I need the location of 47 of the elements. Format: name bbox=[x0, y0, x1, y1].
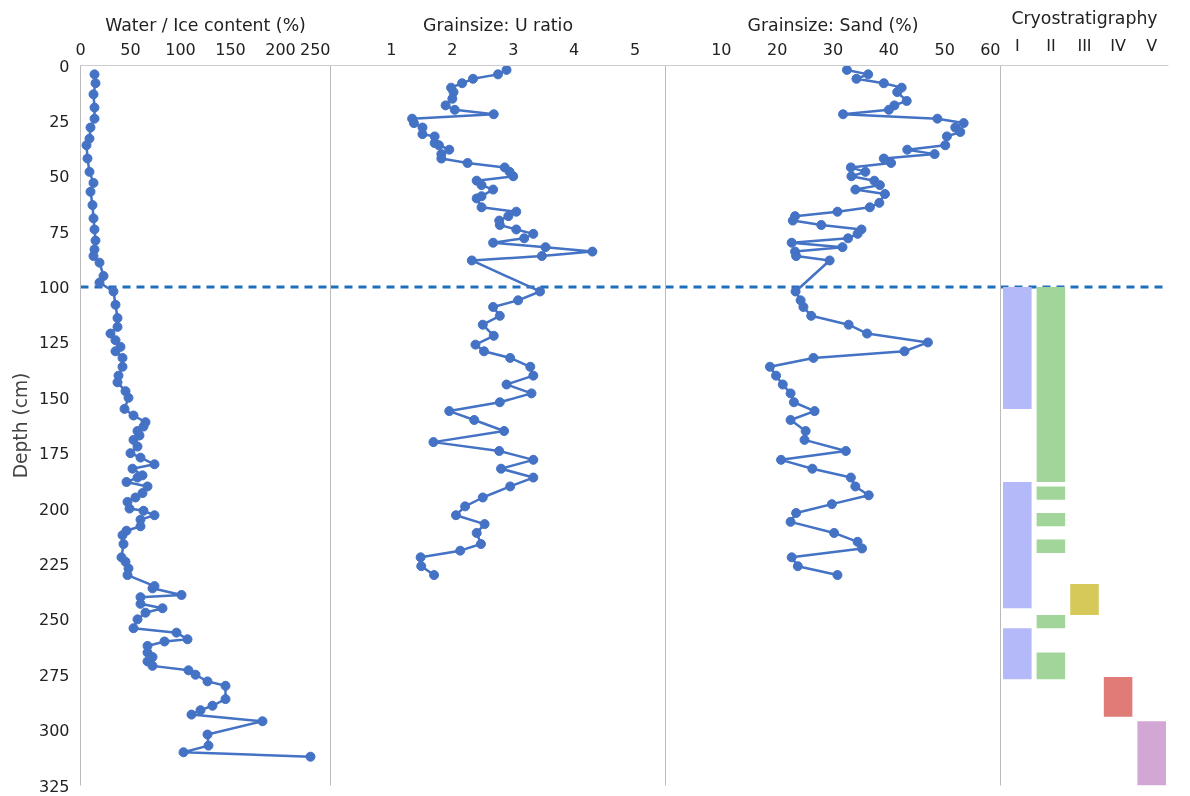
x-tick-label: 40 bbox=[878, 39, 900, 59]
chart-title: Cryostratigraphy bbox=[1011, 7, 1158, 28]
chart-title: Grainsize: Sand (%) bbox=[747, 14, 919, 35]
y-tick-label: 100 bbox=[38, 278, 70, 298]
x-tick-label: 60 bbox=[980, 39, 1001, 59]
x-tick-label: 20 bbox=[766, 39, 788, 59]
x-tick-label: 4 bbox=[569, 39, 580, 59]
bar bbox=[1103, 676, 1133, 717]
x-tick-label: 5 bbox=[629, 39, 641, 59]
y-tick-label: 300 bbox=[38, 721, 70, 741]
x-tick-label: 0 bbox=[75, 39, 86, 59]
x-tick-label: I bbox=[1014, 35, 1020, 55]
x-tick-label: 150 bbox=[215, 39, 246, 59]
y-tick-label: 50 bbox=[49, 167, 70, 187]
bar bbox=[1036, 652, 1066, 680]
y-tick-label: 250 bbox=[38, 610, 70, 630]
x-tick-label: 10 bbox=[711, 39, 732, 59]
bar bbox=[1137, 721, 1166, 786]
y-tick-label: 275 bbox=[38, 665, 70, 685]
x-tick-label: 3 bbox=[508, 39, 519, 59]
x-tick-label: III bbox=[1077, 35, 1092, 55]
y-tick-label: 325 bbox=[38, 776, 70, 796]
y-tick-label: 0 bbox=[59, 56, 70, 76]
x-tick-label: 200 bbox=[265, 39, 296, 59]
x-tick-label: 1 bbox=[386, 39, 397, 59]
x-tick-label: 250 bbox=[299, 39, 331, 59]
x-tick-label: 50 bbox=[120, 39, 141, 59]
bar bbox=[1036, 539, 1066, 553]
x-tick-label: 50 bbox=[934, 39, 955, 59]
bar bbox=[1070, 583, 1099, 615]
x-tick-label: II bbox=[1046, 35, 1056, 55]
y-tick-label: 200 bbox=[38, 499, 70, 519]
y-tick-label: 125 bbox=[38, 333, 70, 353]
x-tick-label: IV bbox=[1110, 35, 1126, 55]
x-tick-label: 30 bbox=[822, 39, 844, 59]
y-tick-label: 150 bbox=[38, 388, 70, 408]
chart-title: Grainsize: U ratio bbox=[422, 14, 574, 35]
y-tick-label: 175 bbox=[38, 444, 70, 464]
y-tick-label: 25 bbox=[49, 111, 70, 131]
bar bbox=[1036, 614, 1066, 629]
y-axis-title: Depth (cm) bbox=[9, 372, 31, 479]
x-tick-label: V bbox=[1146, 35, 1158, 55]
y-tick-label: 225 bbox=[38, 554, 70, 574]
y-tick-label: 75 bbox=[49, 222, 70, 242]
chart-title: Water / Ice content (%) bbox=[105, 14, 306, 35]
x-tick-label: 100 bbox=[165, 39, 196, 59]
x-tick-label: 2 bbox=[447, 39, 458, 59]
